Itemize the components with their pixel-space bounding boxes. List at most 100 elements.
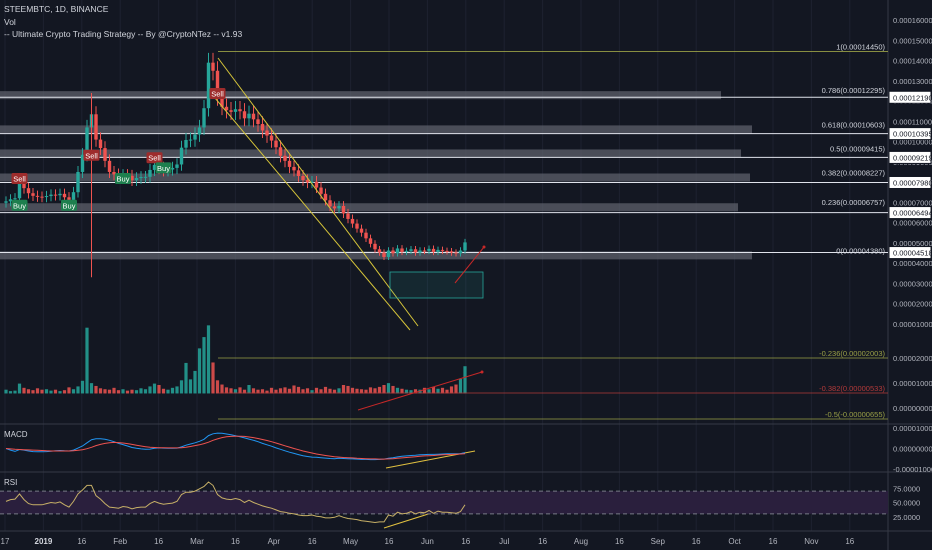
symbol-legend[interactable]: STEEMBTC, 1D, BINANCE bbox=[4, 4, 109, 14]
volume-bar bbox=[62, 390, 67, 394]
price-level-tag bbox=[888, 90, 932, 104]
volume-bar bbox=[278, 388, 283, 394]
volume-bar bbox=[26, 389, 31, 394]
volume-bar bbox=[238, 387, 242, 394]
volume-bar bbox=[220, 384, 224, 394]
price-axis-label: 0.00010000 bbox=[893, 138, 932, 147]
time-axis-label: 17 bbox=[1, 537, 10, 546]
candle-body bbox=[463, 242, 467, 251]
time-axis-label: Mar bbox=[190, 537, 204, 546]
price-level-tag-text: 0.00007980 bbox=[893, 178, 932, 187]
volume-bar bbox=[391, 385, 395, 394]
fib-zone bbox=[0, 173, 750, 182]
volume-bar bbox=[188, 379, 193, 394]
candle-body bbox=[220, 97, 224, 107]
volume-bar bbox=[179, 380, 184, 394]
candle-body bbox=[265, 130, 269, 136]
candle-body bbox=[377, 249, 382, 253]
volume-bar bbox=[310, 390, 314, 394]
volume-bar bbox=[112, 387, 116, 394]
volume-bar bbox=[76, 386, 80, 394]
volume-bar bbox=[368, 387, 373, 394]
volume-bar bbox=[427, 389, 431, 394]
candle-body bbox=[427, 248, 431, 251]
buy-signal-tag bbox=[155, 162, 172, 174]
macd-pane-label[interactable]: MACD bbox=[4, 430, 28, 439]
candle-body bbox=[188, 139, 193, 141]
candle-body bbox=[71, 192, 76, 200]
rsi-pane-label[interactable]: RSI bbox=[4, 478, 18, 487]
candle-body bbox=[184, 139, 188, 148]
volume-bar bbox=[269, 387, 274, 394]
price-level-tag bbox=[888, 150, 932, 164]
candle-body bbox=[305, 180, 310, 183]
volume-bar bbox=[166, 389, 170, 394]
candle-body bbox=[26, 188, 31, 194]
volume-bar bbox=[80, 380, 85, 394]
candle-body bbox=[85, 127, 89, 155]
candle-body bbox=[206, 62, 211, 109]
volume-bar bbox=[305, 388, 310, 394]
candle-body bbox=[44, 196, 49, 198]
macd-axis-label: -0.00001000 bbox=[893, 465, 932, 474]
volume-divergence-head bbox=[480, 370, 484, 374]
volume-bar bbox=[44, 389, 49, 394]
candle-body bbox=[193, 134, 197, 140]
volume-bar bbox=[409, 390, 413, 394]
fib-level-label: 0.236(0.00006757) bbox=[822, 198, 886, 207]
time-axis-label: 16 bbox=[769, 537, 778, 546]
candle-body bbox=[409, 249, 413, 251]
volume-bar bbox=[94, 385, 98, 394]
price-level-tag-text: 0.00012190 bbox=[893, 93, 932, 102]
candle-body bbox=[373, 243, 377, 250]
volume-bar bbox=[116, 390, 121, 394]
strategy-legend[interactable]: -- Ultimate Crypto Trading Strategy -- B… bbox=[4, 29, 243, 39]
price-axis-label: 0.00004000 bbox=[893, 259, 932, 268]
fib-level-label: 0.5(0.00009415) bbox=[830, 144, 886, 153]
candle-body bbox=[215, 70, 220, 98]
wedge-upper-line bbox=[217, 57, 419, 327]
volume-bar bbox=[328, 388, 332, 394]
fib-level-label: 0.786(0.00012295) bbox=[822, 86, 886, 95]
sell-signal-label: Sell bbox=[148, 154, 161, 163]
volume-bar bbox=[458, 378, 463, 394]
candle-body bbox=[202, 108, 206, 128]
volume-bar bbox=[175, 386, 179, 394]
candle-body bbox=[17, 179, 22, 199]
candle-body bbox=[98, 139, 103, 149]
volume-bar bbox=[211, 362, 215, 394]
volume-axis-label: 0.00000000 bbox=[893, 404, 932, 413]
volume-bar bbox=[40, 389, 44, 394]
volume-bar bbox=[301, 389, 305, 394]
candle-body bbox=[287, 160, 292, 167]
volume-bar bbox=[319, 389, 323, 394]
candle-body bbox=[278, 147, 283, 156]
volume-legend[interactable]: Vol bbox=[4, 17, 16, 27]
volume-bar bbox=[49, 390, 53, 394]
fib-zone bbox=[0, 149, 741, 158]
fib-zone bbox=[0, 91, 721, 100]
time-axis-label: Nov bbox=[804, 537, 818, 546]
volume-bar bbox=[98, 388, 103, 394]
buy-signal-label: Buy bbox=[157, 164, 170, 173]
time-axis[interactable]: 17 2019 16 Feb 16 Mar 16 Apr 16 May 16 Jun 16 Jul 16 Au… bbox=[1, 537, 855, 546]
price-axis[interactable]: 0.00016000 0.00015000 0.00014000 0.00013000… bbox=[888, 16, 932, 522]
candle-body bbox=[107, 160, 112, 172]
volume-bar bbox=[431, 386, 436, 394]
candle-body bbox=[76, 171, 80, 193]
candle-body bbox=[152, 164, 157, 170]
rsi-axis-label: 75.0000 bbox=[893, 484, 920, 493]
volume-bar bbox=[422, 387, 427, 394]
time-axis-label: Oct bbox=[728, 537, 741, 546]
volume-bar bbox=[85, 327, 89, 394]
candle-body bbox=[80, 154, 85, 172]
volume-bar bbox=[413, 389, 418, 394]
volume-bar bbox=[274, 389, 278, 394]
candle-body bbox=[323, 193, 328, 201]
fib-level-label: 1(0.00014450) bbox=[836, 43, 885, 52]
volume-bar bbox=[382, 385, 386, 394]
volume-bar bbox=[89, 383, 94, 394]
price-level-tag-text: 0.00006494 bbox=[893, 209, 932, 218]
buy-signal-tag bbox=[61, 199, 77, 211]
